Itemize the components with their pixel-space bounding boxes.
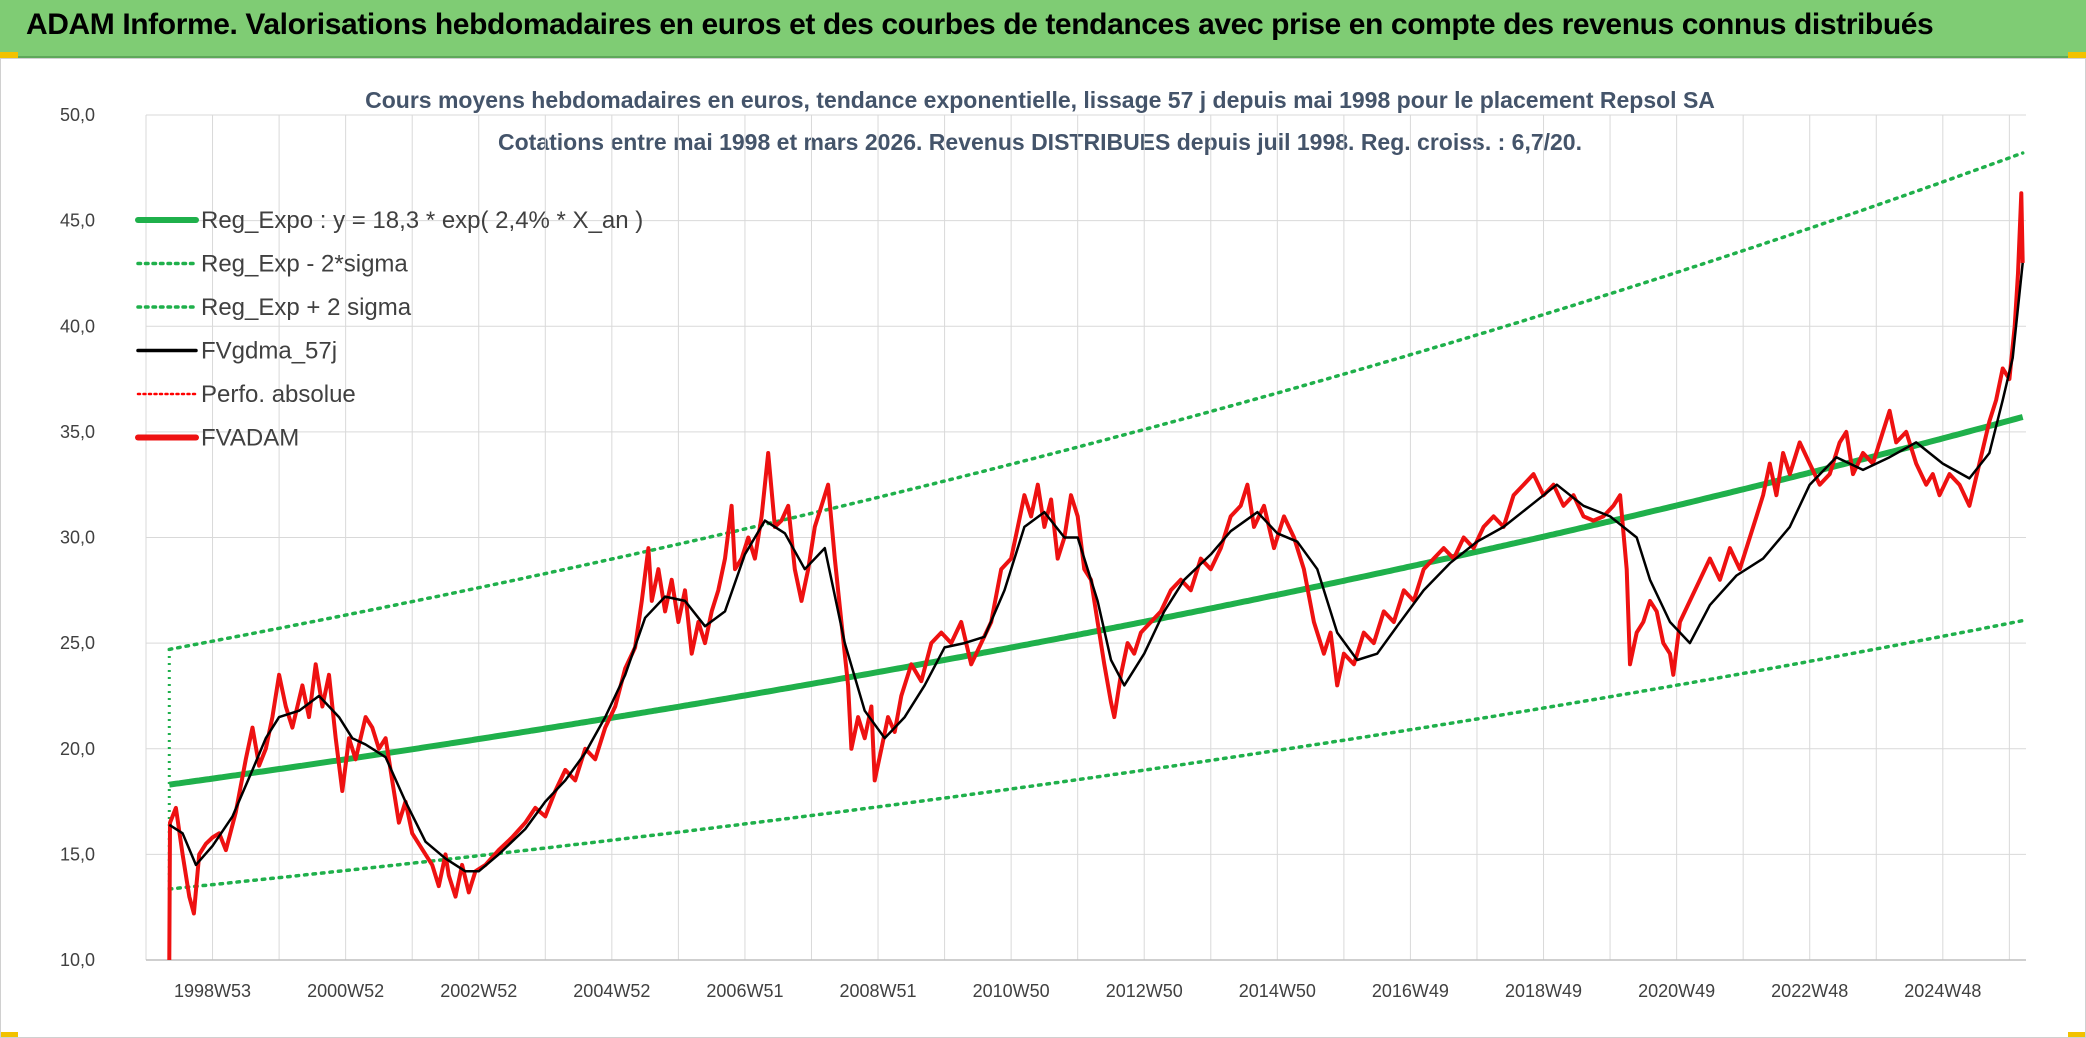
x-tick-label: 2022W48 bbox=[1771, 981, 1848, 1001]
corner-marker bbox=[0, 1032, 18, 1038]
reg-exp-plus-2sigma-line bbox=[167, 151, 2025, 652]
legend-label: Perfo. absolue bbox=[201, 381, 356, 408]
legend-label: FVADAM bbox=[201, 425, 299, 452]
y-tick-label: 10,0 bbox=[60, 950, 95, 970]
legend-reg-exp-minus-2sigma: Reg_Exp - 2*sigma bbox=[136, 251, 408, 278]
x-tick-label: 2016W49 bbox=[1372, 981, 1449, 1001]
fvadam-line bbox=[167, 191, 2025, 961]
chart-subtitle: Cotations entre mai 1998 et mars 2026. R… bbox=[498, 129, 1582, 155]
series-lines bbox=[167, 151, 2025, 961]
y-tick-label: 25,0 bbox=[60, 633, 95, 653]
axes: 10,0 15,0 20,0 25,0 30,0 35,0 40,0 45,0 50,0 1998… bbox=[60, 105, 2026, 1001]
legend-fvgdma-57j: FVgdma_57j bbox=[136, 338, 337, 365]
x-tick-label: 1998W53 bbox=[174, 981, 251, 1001]
reg-exp-minus-2sigma-line bbox=[167, 618, 2025, 891]
x-tick-label: 2000W52 bbox=[307, 981, 384, 1001]
y-tick-label: 45,0 bbox=[60, 211, 95, 231]
x-tick-label: 2002W52 bbox=[440, 981, 517, 1001]
reg-expo-line bbox=[168, 414, 2024, 788]
corner-marker bbox=[2068, 52, 2086, 58]
corner-marker bbox=[0, 52, 18, 58]
legend-label: Reg_Exp - 2*sigma bbox=[201, 251, 408, 278]
x-tick-label: 2020W49 bbox=[1638, 981, 1715, 1001]
legend-fvadam: FVADAM bbox=[135, 425, 299, 452]
y-tick-label: 15,0 bbox=[60, 844, 95, 864]
x-tick-label: 2008W51 bbox=[840, 981, 917, 1001]
legend: Reg_Expo : y = 18,3 * exp( 2,4% * X_an )… bbox=[135, 207, 643, 452]
x-tick-label: 2012W50 bbox=[1106, 981, 1183, 1001]
chart-title: Cours moyens hebdomadaires en euros, ten… bbox=[365, 87, 1715, 113]
legend-reg-exp-plus-2sigma: Reg_Exp + 2 sigma bbox=[136, 294, 412, 321]
fvgdma-57j-line bbox=[168, 262, 2024, 873]
y-tick-label: 30,0 bbox=[60, 528, 95, 548]
x-tick-label: 2014W50 bbox=[1239, 981, 1316, 1001]
legend-label: Reg_Exp + 2 sigma bbox=[201, 294, 412, 321]
legend-label: FVgdma_57j bbox=[201, 338, 337, 365]
legend-perfo-absolue: Perfo. absolue bbox=[136, 381, 356, 408]
x-tick-label: 2010W50 bbox=[973, 981, 1050, 1001]
legend-label: Reg_Expo : y = 18,3 * exp( 2,4% * X_an ) bbox=[201, 207, 643, 234]
x-tick-label: 2018W49 bbox=[1505, 981, 1582, 1001]
report-title: ADAM Informe. Valorisations hebdomadaire… bbox=[26, 8, 1934, 41]
y-tick-label: 40,0 bbox=[60, 316, 95, 336]
x-tick-label: 2024W48 bbox=[1904, 981, 1981, 1001]
y-tick-label: 20,0 bbox=[60, 739, 95, 759]
x-tick-label: 2004W52 bbox=[573, 981, 650, 1001]
legend-reg-expo: Reg_Expo : y = 18,3 * exp( 2,4% * X_an ) bbox=[135, 207, 643, 234]
grid bbox=[145, 114, 2026, 961]
x-tick-label: 2006W51 bbox=[706, 981, 783, 1001]
report-banner: ADAM Informe. Valorisations hebdomadaire… bbox=[0, 0, 2086, 58]
y-tick-label: 50,0 bbox=[60, 105, 95, 125]
y-tick-label: 35,0 bbox=[60, 422, 95, 442]
corner-marker bbox=[2068, 1032, 2086, 1038]
